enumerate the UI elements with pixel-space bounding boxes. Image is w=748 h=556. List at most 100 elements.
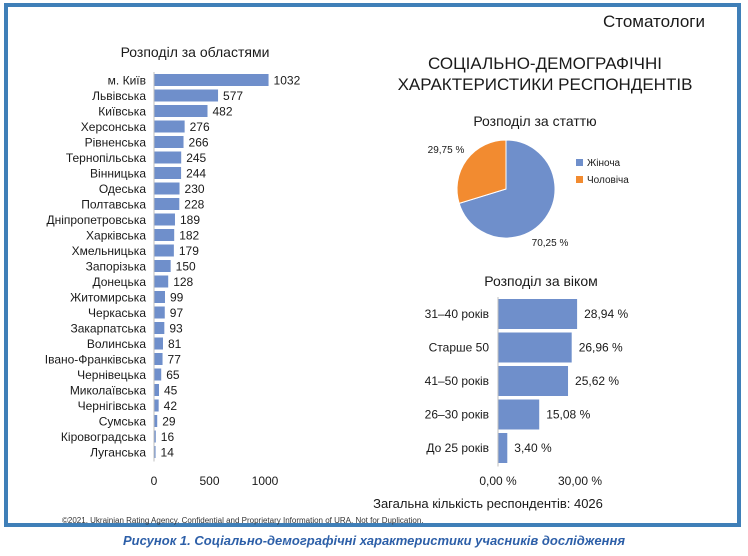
gender-pie-slice <box>456 139 507 205</box>
region-category-label: Вінницька <box>90 167 146 181</box>
region-x-tick-label: 500 <box>199 474 219 488</box>
region-bar <box>154 136 184 148</box>
region-value-label: 14 <box>161 446 175 460</box>
region-value-label: 276 <box>190 120 210 134</box>
gender-legend-swatch <box>576 176 583 183</box>
region-category-label: Житомирська <box>70 291 146 305</box>
age-bar <box>498 366 569 396</box>
region-category-label: Львівська <box>92 89 146 103</box>
age-bar-chart: Розподіл за віком 31–40 років 28,94 % Старш… <box>425 273 629 488</box>
age-value-label: 28,94 % <box>584 307 628 321</box>
main-title-line2: ХАРАКТЕРИСТИКИ РЕСПОНДЕНТІВ <box>398 75 693 94</box>
region-category-label: Кіровоградська <box>61 430 146 444</box>
region-value-label: 65 <box>166 368 180 382</box>
region-category-label: Донецька <box>92 275 146 289</box>
gender-legend-swatch <box>576 159 583 166</box>
gender-value-label: 70,25 % <box>532 238 569 249</box>
region-category-label: Миколаївська <box>70 384 147 398</box>
region-value-label: 99 <box>170 291 184 305</box>
region-bar <box>154 167 182 179</box>
region-value-label: 45 <box>164 384 178 398</box>
age-bar <box>498 433 508 463</box>
region-bar <box>154 105 208 117</box>
region-bar <box>154 384 159 396</box>
age-chart-title: Розподіл за віком <box>484 273 598 289</box>
region-category-label: Луганська <box>90 446 146 460</box>
region-value-label: 77 <box>168 353 182 367</box>
region-value-label: 93 <box>169 322 183 336</box>
region-bar <box>154 198 180 210</box>
region-value-label: 150 <box>176 260 196 274</box>
region-bar <box>154 322 165 334</box>
gender-value-label: 29,75 % <box>428 145 465 156</box>
region-value-label: 230 <box>185 182 205 196</box>
region-bar <box>154 89 219 102</box>
total-respondents: Загальна кількість респондентів: 4026 <box>373 496 603 511</box>
region-x-tick-label: 1000 <box>252 474 279 488</box>
region-category-label: Волинська <box>87 337 147 351</box>
age-x-tick-label: 0,00 % <box>479 474 517 488</box>
region-value-label: 29 <box>162 415 176 429</box>
region-bar <box>154 399 159 412</box>
figure-frame <box>4 3 741 527</box>
gender-chart-title: Розподіл за статтю <box>473 113 596 129</box>
region-category-label: Черкаська <box>88 306 146 320</box>
region-category-label: Чернігівська <box>78 399 147 413</box>
region-value-label: 577 <box>223 89 243 103</box>
age-bar <box>498 399 540 430</box>
region-bar <box>154 74 269 86</box>
region-category-label: Сумська <box>99 415 147 429</box>
region-value-label: 244 <box>186 167 206 181</box>
region-value-label: 16 <box>161 430 175 444</box>
region-value-label: 189 <box>180 213 200 227</box>
region-category-label: Чернівецька <box>77 368 146 382</box>
region-bar <box>154 337 163 350</box>
region-bar <box>154 306 165 319</box>
region-x-tick-label: 0 <box>151 474 158 488</box>
region-bar <box>154 430 156 443</box>
age-category-label: До 25 років <box>426 441 489 455</box>
region-category-label: Запорізька <box>86 260 147 274</box>
region-bar <box>154 213 175 226</box>
age-bar <box>498 299 578 329</box>
region-bar <box>154 229 175 241</box>
region-bar <box>154 120 185 133</box>
age-value-label: 25,62 % <box>575 374 619 388</box>
region-bar <box>154 446 156 458</box>
region-bar <box>154 353 163 365</box>
region-category-label: Рівненська <box>85 136 147 150</box>
region-value-label: 245 <box>186 151 206 165</box>
region-category-label: Тернопільська <box>66 151 146 165</box>
main-title-line1: СОЦІАЛЬНО-ДЕМОГРАФІЧНІ <box>428 54 662 73</box>
region-bar <box>154 244 174 257</box>
region-category-label: Полтавська <box>81 198 146 212</box>
age-category-label: 31–40 років <box>425 307 489 321</box>
age-bar <box>498 332 572 363</box>
region-bar <box>154 415 158 427</box>
gender-pie-slice <box>458 139 556 239</box>
region-value-label: 97 <box>170 306 184 320</box>
age-category-label: Старше 50 <box>429 341 490 355</box>
region-value-label: 81 <box>168 337 182 351</box>
figure-caption: Рисунок 1. Соціально-демографічні характ… <box>123 533 625 548</box>
age-category-label: 26–30 років <box>425 408 489 422</box>
region-value-label: 179 <box>179 244 199 258</box>
region-value-label: 1032 <box>274 74 301 88</box>
region-value-label: 128 <box>173 275 193 289</box>
infographic-canvas: Стоматологи СОЦІАЛЬНО-ДЕМОГРАФІЧНІ ХАРАК… <box>45 12 705 525</box>
region-category-label: Одеська <box>99 182 147 196</box>
region-category-label: Харківська <box>86 229 146 243</box>
region-value-label: 482 <box>213 105 233 119</box>
gender-legend-label: Жіноча <box>587 158 621 169</box>
age-value-label: 26,96 % <box>579 341 623 355</box>
region-value-label: 228 <box>184 198 204 212</box>
age-x-tick-label: 30,00 % <box>558 474 602 488</box>
region-category-label: Херсонська <box>81 120 147 134</box>
region-value-label: 182 <box>179 229 199 243</box>
category-title: Стоматологи <box>603 12 705 31</box>
region-bar <box>154 275 169 288</box>
region-category-label: Хмельницька <box>72 244 147 258</box>
region-category-label: Закарпатська <box>71 322 147 336</box>
region-bar <box>154 151 182 164</box>
copyright-note: ©2021. Ukrainian Rating Agency. Confiden… <box>62 516 424 525</box>
